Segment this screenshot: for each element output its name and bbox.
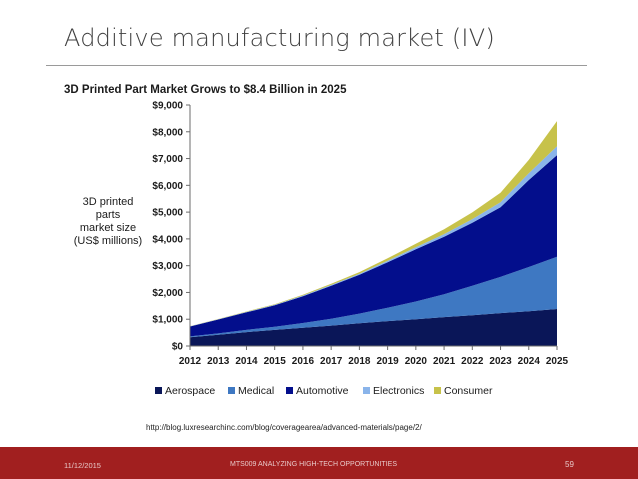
- legend-label-consumer: Consumer: [444, 385, 493, 397]
- x-tick-label: 2014: [235, 356, 258, 367]
- y-axis-label-line: (US$ millions): [73, 235, 143, 247]
- legend-swatch-medical: [228, 387, 235, 394]
- legend-label-electronics: Electronics: [373, 385, 424, 397]
- x-tick-label: 2015: [264, 356, 287, 367]
- x-tick-label: 2018: [348, 356, 371, 367]
- y-tick-label: $3,000: [152, 261, 183, 272]
- x-tick-label: 2023: [489, 356, 512, 367]
- y-axis-label: 3D printed parts market size (US$ millio…: [70, 196, 146, 248]
- y-tick-label: $2,000: [152, 288, 183, 299]
- legend-swatch-automotive: [286, 387, 293, 394]
- x-tick-label: 2019: [376, 356, 399, 367]
- legend-swatch-consumer: [434, 387, 441, 394]
- y-tick-label: $4,000: [152, 234, 183, 245]
- y-tick-label: $7,000: [152, 154, 183, 165]
- x-tick-label: 2016: [292, 356, 315, 367]
- footer-bar: [0, 447, 638, 479]
- y-axis-label-line: market size: [79, 222, 137, 234]
- y-tick-label: $8,000: [152, 127, 183, 138]
- legend-label-aerospace: Aerospace: [165, 385, 215, 397]
- x-tick-label: 2022: [461, 356, 484, 367]
- legend-swatch-electronics: [363, 387, 370, 394]
- x-tick-label: 2017: [320, 356, 343, 367]
- x-tick-label: 2021: [433, 356, 456, 367]
- x-tick-label: 2012: [179, 356, 202, 367]
- y-tick-label: $5,000: [152, 208, 183, 219]
- x-tick-label: 2025: [546, 356, 569, 367]
- x-tick-label: 2024: [518, 356, 541, 367]
- chart-title: 3D Printed Part Market Grows to $8.4 Bil…: [64, 84, 347, 96]
- footer-date: 11/12/2015: [64, 461, 101, 470]
- footer-course-title: MTS009 ANALYZING HIGH-TECH OPPORTUNITIES: [230, 461, 397, 468]
- y-tick-label: $6,000: [152, 181, 183, 192]
- area-automotive: [190, 155, 557, 337]
- y-axis-label-line: parts: [95, 209, 121, 221]
- y-tick-label: $0: [172, 342, 184, 353]
- source-link[interactable]: http://blog.luxresearchinc.com/blog/cove…: [146, 423, 422, 432]
- legend-label-automotive: Automotive: [296, 385, 349, 397]
- x-tick-label: 2020: [405, 356, 428, 367]
- legend-label-medical: Medical: [238, 385, 274, 397]
- legend-swatch-aerospace: [155, 387, 162, 394]
- page-number: 59: [565, 460, 574, 469]
- area-aerospace: [190, 309, 557, 346]
- title-divider: [46, 65, 587, 66]
- area-medical: [190, 256, 557, 338]
- stacked-area-chart: $0 $1,000 $2,000 $3,000 $4,000 $5,000 $6,000 $7…: [152, 101, 569, 398]
- y-tick-label: $1,000: [152, 315, 183, 326]
- y-tick-label: $9,000: [152, 101, 183, 112]
- x-tick-label: 2013: [207, 356, 230, 367]
- y-axis-label-line: 3D printed: [82, 196, 134, 208]
- slide-title: Additive manufacturing market (IV): [64, 24, 495, 52]
